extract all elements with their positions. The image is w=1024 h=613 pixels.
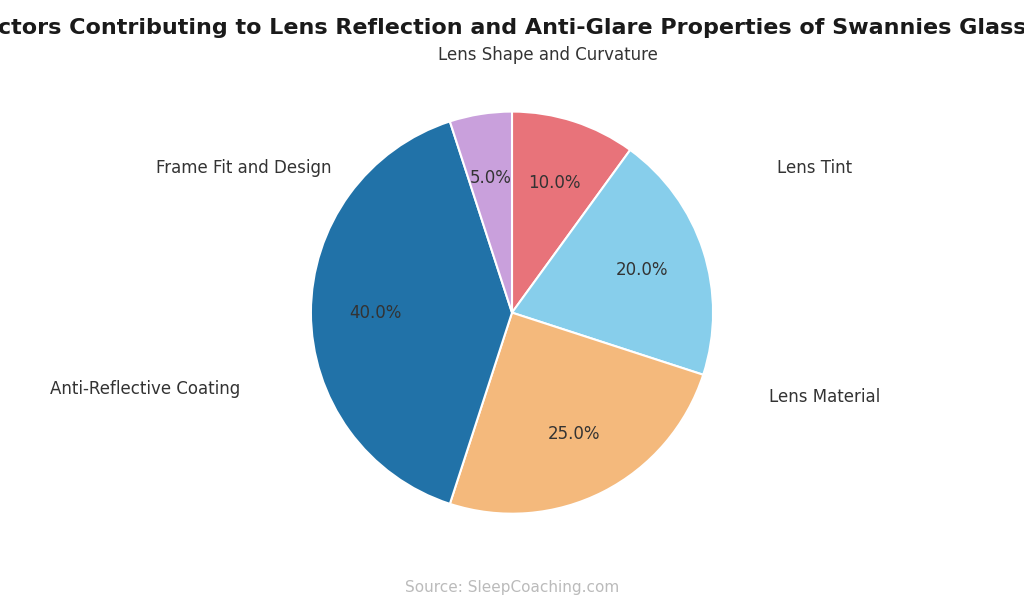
Text: Frame Fit and Design: Frame Fit and Design (156, 159, 331, 177)
Wedge shape (450, 313, 703, 514)
Text: Lens Material: Lens Material (769, 388, 881, 406)
Wedge shape (311, 121, 512, 504)
Text: 10.0%: 10.0% (528, 173, 581, 192)
Text: Lens Shape and Curvature: Lens Shape and Curvature (438, 46, 658, 64)
Wedge shape (450, 112, 512, 313)
Wedge shape (512, 150, 713, 375)
Text: Lens Tint: Lens Tint (777, 159, 853, 177)
Text: 5.0%: 5.0% (470, 169, 512, 186)
Text: Factors Contributing to Lens Reflection and Anti-Glare Properties of Swannies Gl: Factors Contributing to Lens Reflection … (0, 18, 1024, 39)
Wedge shape (512, 112, 630, 313)
Text: 40.0%: 40.0% (349, 303, 401, 322)
Text: 20.0%: 20.0% (615, 261, 669, 280)
Text: Source: SleepCoaching.com: Source: SleepCoaching.com (404, 580, 620, 595)
Text: Anti-Reflective Coating: Anti-Reflective Coating (50, 380, 241, 398)
Text: 25.0%: 25.0% (548, 425, 600, 443)
